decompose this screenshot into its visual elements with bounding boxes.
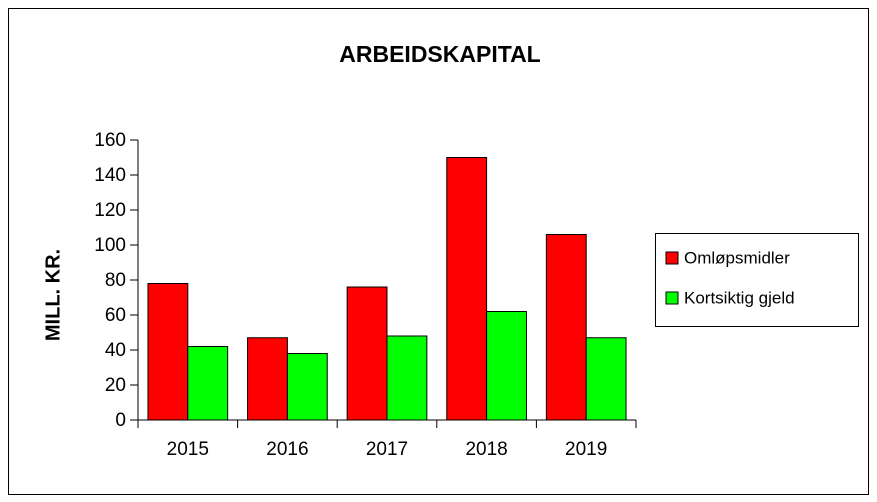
chart-title: ARBEIDSKAPITAL (339, 41, 540, 67)
bar (147, 283, 189, 421)
x-tick-label: 2019 (565, 439, 607, 460)
x-tick-label: 2015 (167, 439, 209, 460)
bar (585, 337, 627, 421)
y-axis-label: MILL. KR. (42, 249, 64, 341)
legend-swatch (665, 251, 679, 265)
legend-label: Kortsiktig gjeld (684, 288, 795, 307)
y-tick-label: 120 (94, 200, 126, 221)
x-tick-label: 2017 (366, 439, 408, 460)
y-tick-label: 80 (105, 270, 126, 291)
y-tick-label: 40 (105, 340, 126, 361)
y-tick-label: 100 (94, 235, 126, 256)
bar (386, 335, 428, 421)
y-tick-label: 0 (115, 410, 126, 431)
bar (286, 353, 328, 421)
legend-swatch (665, 291, 679, 305)
y-tick-label: 60 (105, 305, 126, 326)
legend-label: Omløpsmidler (684, 248, 790, 267)
bar (486, 311, 527, 421)
y-tick-label: 160 (94, 130, 126, 151)
x-tick-label: 2016 (266, 439, 308, 460)
y-tick-label: 20 (105, 375, 126, 396)
bar (247, 337, 288, 421)
legend-box (655, 233, 859, 327)
y-tick-label: 140 (94, 165, 126, 186)
bar (346, 286, 388, 421)
bar (187, 346, 229, 421)
x-tick-label: 2018 (465, 439, 507, 460)
bar (545, 234, 587, 421)
bar (446, 157, 488, 421)
